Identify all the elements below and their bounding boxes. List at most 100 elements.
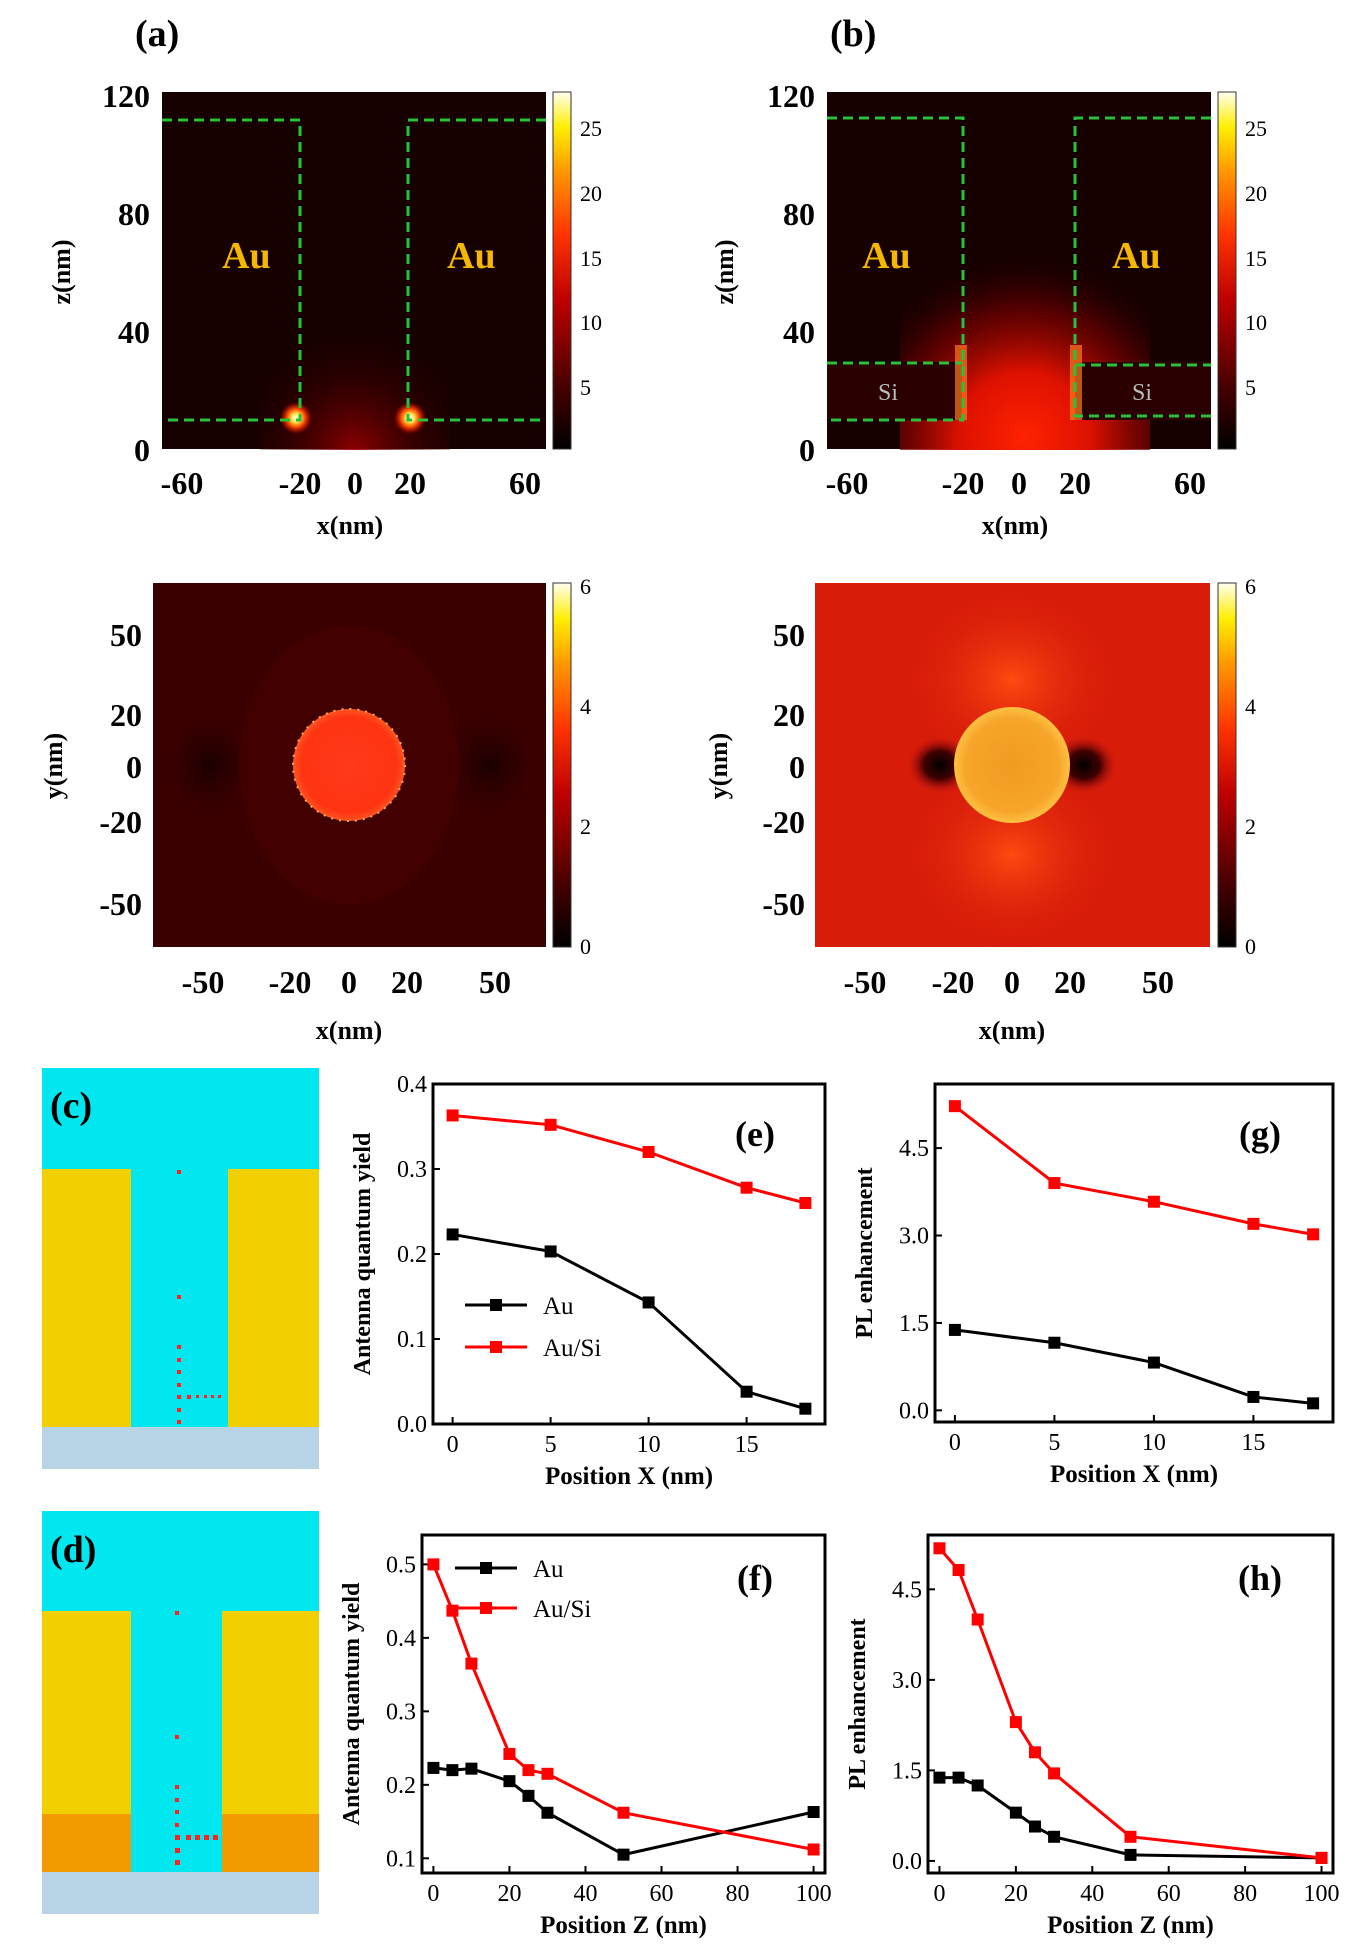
au-block-left [42, 1169, 131, 1427]
data-point [427, 1558, 440, 1571]
data-point [465, 1762, 478, 1775]
cbar-tick: 25 [580, 116, 602, 141]
panel-label-b: (b) [830, 13, 876, 55]
heatmap-b-bottom: 0 2 4 6 50 20 0 -20 -50 -50 -20 0 20 50 … [704, 574, 1256, 1045]
data-point [948, 1100, 961, 1113]
dipole-dot [177, 1370, 181, 1374]
heatmap-a-top: (a) Au Au 5 10 15 20 25 0 40 80 120 -60 … [47, 13, 602, 540]
y-tick-label: 3.0 [899, 1224, 929, 1250]
x-axis-label: Position X (nm) [545, 1463, 713, 1490]
x-tick-label: 40 [573, 1881, 597, 1907]
region-label-si-left: Si [878, 380, 898, 406]
plot-frame [431, 1082, 827, 1426]
data-point [807, 1806, 820, 1819]
data-point [544, 1245, 557, 1258]
data-point [971, 1613, 984, 1626]
x-tick: 0 [1004, 964, 1020, 1000]
data-point [522, 1764, 535, 1777]
dipole-dot [175, 1848, 180, 1853]
cbar-tick: 4 [1245, 694, 1256, 719]
dipole-dot [177, 1383, 181, 1387]
data-point [503, 1775, 516, 1788]
x-tick: 60 [509, 465, 541, 501]
data-point [933, 1771, 946, 1784]
data-point [1048, 1336, 1061, 1349]
x-tick: 20 [1059, 465, 1091, 501]
au-block-right [222, 1611, 319, 1814]
dipole-dot [177, 1345, 181, 1349]
y-tick-label: 1.5 [892, 1758, 922, 1784]
dipole-dot [175, 1735, 179, 1739]
data-point [446, 1764, 459, 1777]
dipole-dot [175, 1810, 179, 1814]
y-tick-label: 4.5 [899, 1136, 929, 1162]
heatmap-a-bottom: 0 2 4 6 50 20 0 -20 -50 -50 -20 0 20 50 … [39, 574, 591, 1045]
dipole-dot [177, 1420, 181, 1424]
y-tick-label: 0.4 [386, 1626, 416, 1652]
y-tick-label: 0.1 [397, 1327, 427, 1353]
data-point [1009, 1716, 1022, 1729]
cbar-tick: 15 [1245, 246, 1267, 271]
x-tick-label: 15 [735, 1432, 759, 1458]
dipole-dot [175, 1860, 180, 1865]
x-tick-label: 20 [497, 1881, 521, 1907]
au-boundary-left [162, 118, 302, 422]
data-point [446, 1109, 459, 1122]
data-point [1124, 1848, 1137, 1861]
y-tick: -50 [99, 886, 142, 922]
x-tick: -20 [269, 964, 312, 1000]
region-label-au-right: Au [447, 235, 496, 277]
data-point [617, 1848, 630, 1861]
y-tick: 120 [767, 78, 815, 114]
dipole-dot [175, 1823, 179, 1827]
data-point [1307, 1228, 1320, 1241]
y-tick: 20 [110, 697, 142, 733]
data-point [522, 1789, 535, 1802]
y-tick-label: 0.0 [892, 1849, 922, 1875]
y-axis-label: z(nm) [710, 240, 739, 305]
substrate [42, 1872, 319, 1914]
y-tick: -50 [762, 886, 805, 922]
panel-label-d: (d) [50, 1529, 96, 1571]
data-point [1247, 1217, 1260, 1230]
region-label-au-right: Au [1112, 235, 1161, 277]
data-point [1247, 1390, 1260, 1403]
disc-b [954, 707, 1070, 823]
y-tick: 80 [118, 196, 150, 232]
x-tick-label: 5 [1048, 1430, 1060, 1456]
schematic-d: (d) [42, 1511, 319, 1914]
y-tick: 80 [783, 196, 815, 232]
y-tick-label: 0.0 [397, 1412, 427, 1438]
data-point [952, 1771, 965, 1784]
y-tick: 40 [783, 314, 815, 350]
data-point [1028, 1820, 1041, 1833]
legend-label: Au/Si [533, 1596, 591, 1623]
x-tick-label: 40 [1080, 1881, 1104, 1907]
legend-marker [490, 1341, 502, 1353]
panel-label: (e) [735, 1114, 775, 1154]
data-point [541, 1767, 554, 1780]
x-tick: 0 [347, 465, 363, 501]
medium-region-top [42, 1511, 319, 1611]
disc-boundary [292, 708, 406, 822]
x-axis-label: x(nm) [979, 1016, 1045, 1045]
dipole-dot [186, 1835, 191, 1840]
data-point [642, 1296, 655, 1309]
bright-lobe-bottom [902, 760, 1122, 950]
x-axis-label: x(nm) [982, 511, 1048, 540]
data-point [1307, 1397, 1320, 1410]
legend-label: Au [543, 1293, 574, 1320]
x-tick: -60 [161, 465, 204, 501]
x-axis-label: Position X (nm) [1050, 1461, 1218, 1488]
panel-label-a: (a) [135, 13, 179, 55]
x-axis-label: Position Z (nm) [540, 1912, 707, 1939]
x-tick: 20 [391, 964, 423, 1000]
x-tick-label: 10 [637, 1432, 661, 1458]
data-point [1315, 1851, 1328, 1864]
cbar-tick: 6 [580, 574, 591, 599]
y-tick: 20 [773, 697, 805, 733]
x-tick-label: 80 [1233, 1881, 1257, 1907]
schematic-c: (c) [42, 1068, 319, 1469]
legend-marker [490, 1299, 502, 1311]
colorbar-a-bottom [552, 582, 572, 948]
